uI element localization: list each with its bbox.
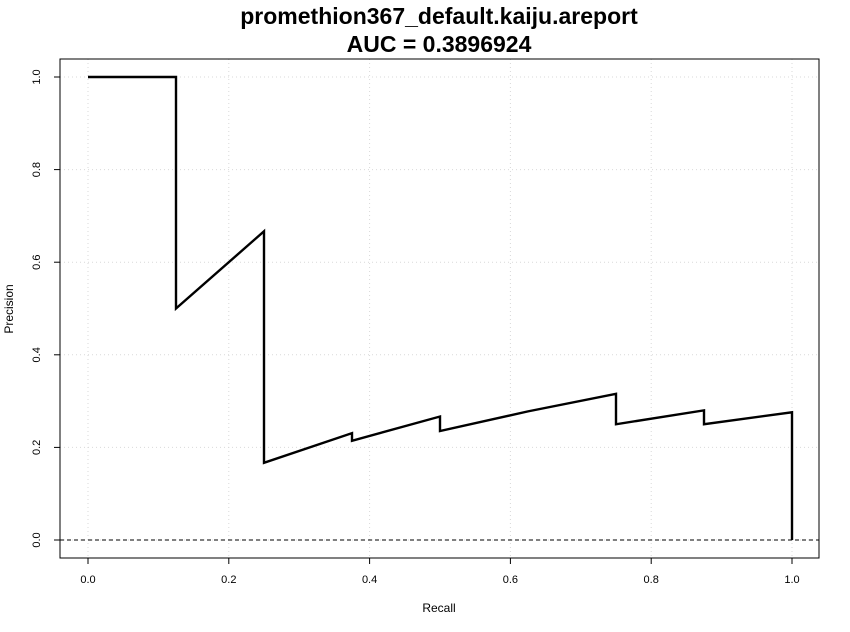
x-axis: 0.0 0.2 0.4 0.6 0.8 1.0 <box>80 558 800 586</box>
y-tick-label: 1.0 <box>31 69 43 84</box>
y-tick-label: 0.0 <box>31 532 43 547</box>
chart-subtitle: AUC = 0.3896924 <box>347 31 532 57</box>
x-tick-label: 0.2 <box>221 574 236 586</box>
x-tick-label: 0.8 <box>644 574 659 586</box>
grid-lines <box>60 59 819 558</box>
x-tick-label: 1.0 <box>784 574 799 586</box>
x-tick-label: 0.0 <box>80 574 95 586</box>
y-tick-label: 0.2 <box>31 440 43 455</box>
y-axis-label: Precision <box>2 284 16 333</box>
y-tick-label: 0.4 <box>31 347 43 362</box>
chart-title: promethion367_default.kaiju.areport <box>240 3 638 29</box>
x-axis-label: Recall <box>422 601 455 615</box>
y-tick-label: 0.8 <box>31 162 43 177</box>
pr-curve-line <box>88 75 794 540</box>
y-tick-label: 0.6 <box>31 255 43 270</box>
plot-frame <box>59 58 820 559</box>
x-tick-label: 0.6 <box>503 574 518 586</box>
y-axis: 0.0 0.2 0.4 0.6 0.8 1.0 <box>31 69 60 548</box>
x-tick-label: 0.4 <box>362 574 377 586</box>
series-group <box>88 75 794 540</box>
